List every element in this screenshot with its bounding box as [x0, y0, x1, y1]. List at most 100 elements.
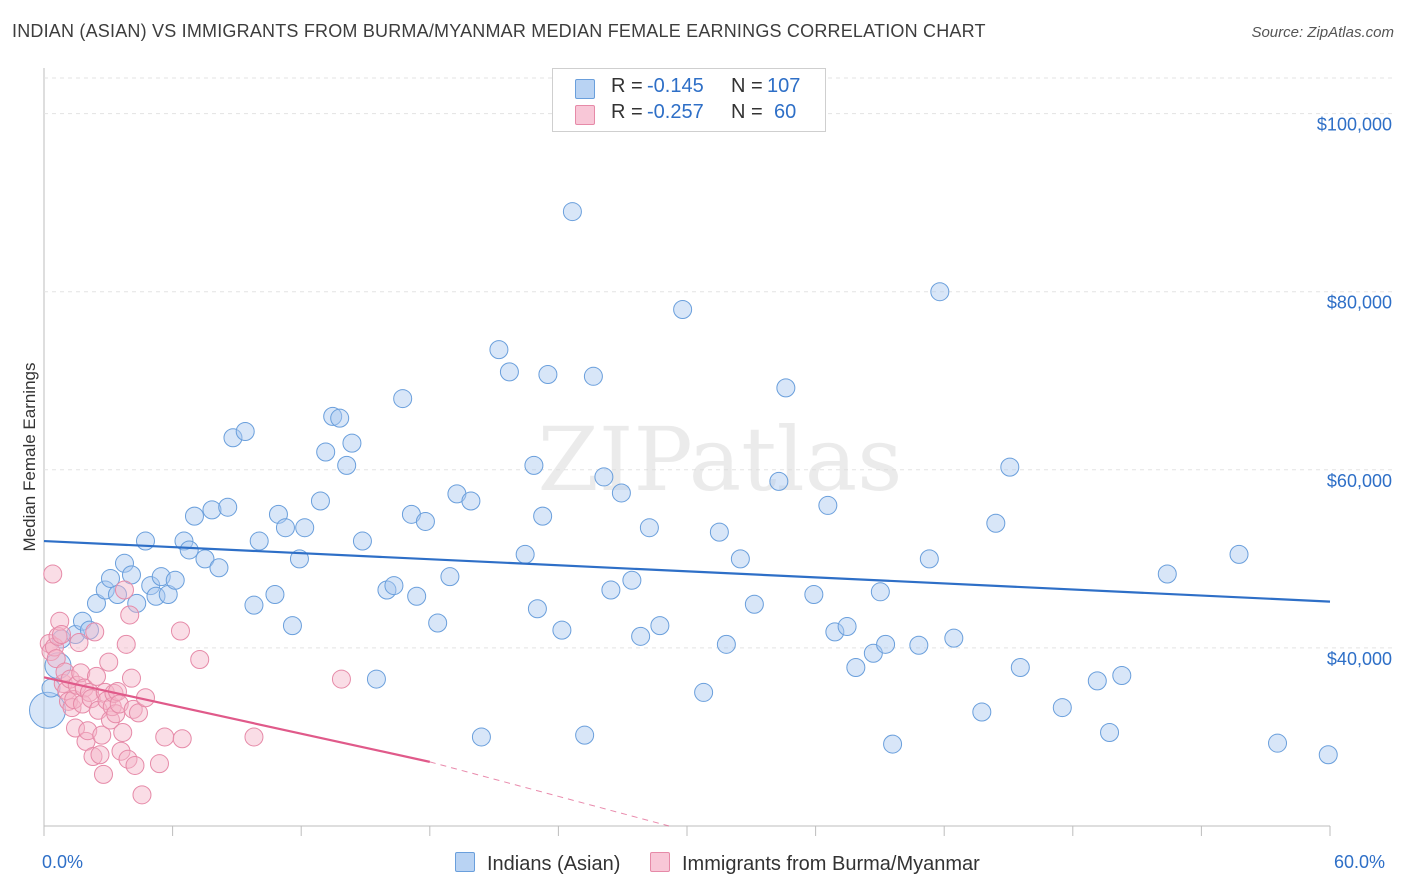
data-point [111, 741, 131, 761]
data-point [583, 366, 603, 386]
data-point [930, 282, 950, 302]
bottom-legend-indians: Indians (Asian) [455, 852, 620, 876]
trend-line-indians [43, 539, 1331, 603]
data-point [524, 455, 544, 475]
data-point [146, 586, 166, 606]
data-point [337, 455, 357, 475]
data-point [489, 340, 509, 360]
data-point [393, 389, 413, 409]
data-point [846, 657, 866, 677]
data-point [639, 518, 659, 538]
data-point [631, 626, 651, 646]
x-tick-left: 0.0% [42, 852, 84, 872]
chart-title: INDIAN (ASIAN) VS IMMIGRANTS FROM BURMA/… [12, 21, 986, 41]
data-point [114, 553, 134, 573]
data-point [601, 580, 621, 600]
data-point [95, 580, 115, 600]
legend-swatch-pink [575, 105, 595, 125]
data-point [100, 568, 120, 588]
correlation-legend: R = -0.145 N = 107 R = -0.257 N = 60 [552, 68, 826, 132]
data-point [275, 518, 295, 538]
data-point [825, 622, 845, 642]
data-point [769, 471, 789, 491]
source-label: Source: ZipAtlas.com [1251, 24, 1394, 41]
data-point [744, 594, 764, 614]
data-point [121, 668, 141, 688]
data-point [218, 497, 238, 517]
data-point [622, 570, 642, 590]
legend-r-value: -0.257 [647, 101, 704, 123]
data-point [515, 544, 535, 564]
data-point [71, 663, 91, 683]
data-point [1000, 457, 1020, 477]
y-axis-title: Median Female Earnings [20, 362, 39, 552]
data-point [1157, 564, 1177, 584]
legend-r-label: R = [611, 75, 643, 97]
data-point [837, 617, 857, 637]
data-point [48, 626, 68, 646]
data-point [62, 698, 82, 718]
data-point [92, 725, 112, 745]
data-point [1229, 544, 1249, 564]
data-point [190, 649, 210, 669]
data-point [562, 202, 582, 222]
data-point [310, 491, 330, 511]
data-point [342, 433, 362, 453]
bottom-legend-burma: Immigrants from Burma/Myanmar [650, 852, 980, 876]
data-point [1087, 671, 1107, 691]
data-point [69, 633, 89, 653]
y-tick-label: $60,000 [1327, 471, 1392, 491]
data-point [870, 582, 890, 602]
data-point [51, 625, 71, 645]
data-point [170, 621, 190, 641]
data-point [533, 506, 553, 526]
data-point [202, 500, 222, 520]
legend-r-label: R = [611, 101, 643, 123]
data-point [282, 616, 302, 636]
data-point [594, 467, 614, 487]
data-point [323, 406, 343, 426]
data-point [384, 576, 404, 596]
watermark: ZIPatlas [538, 408, 903, 511]
data-point [86, 593, 106, 613]
y-tick-label: $100,000 [1317, 115, 1392, 135]
legend-r-value: -0.145 [647, 75, 704, 97]
data-point [331, 669, 351, 689]
data-point [65, 718, 85, 738]
trend-line-burma [43, 676, 431, 763]
data-point [116, 634, 136, 654]
data-point [209, 558, 229, 578]
data-point [1268, 733, 1288, 753]
trend-line-burma-extension [429, 761, 670, 827]
data-point [407, 586, 427, 606]
data-point [776, 378, 796, 398]
legend-swatch-blue [575, 79, 595, 99]
data-point [135, 531, 155, 551]
data-point [944, 628, 964, 648]
data-point [46, 649, 66, 669]
data-point [125, 755, 145, 775]
data-point [709, 522, 729, 542]
legend-n-label: N = [731, 75, 763, 97]
data-point [909, 635, 929, 655]
data-point [471, 727, 491, 747]
data-point [883, 734, 903, 754]
data-point [85, 622, 105, 642]
data-point [1100, 723, 1120, 742]
data-point [249, 531, 269, 551]
data-point [1112, 666, 1132, 686]
data-point [972, 702, 992, 722]
data-point [174, 531, 194, 551]
data-point [1052, 698, 1072, 718]
data-point [295, 518, 315, 538]
data-point [172, 729, 192, 749]
data-point [919, 549, 939, 569]
data-point [428, 613, 448, 633]
data-point [527, 599, 547, 619]
legend-n-value: 60 [774, 101, 797, 123]
data-point [986, 513, 1006, 533]
bottom-legend-swatch-blue [455, 852, 475, 872]
data-point [244, 595, 264, 615]
data-point [440, 567, 460, 587]
data-point [123, 699, 143, 719]
